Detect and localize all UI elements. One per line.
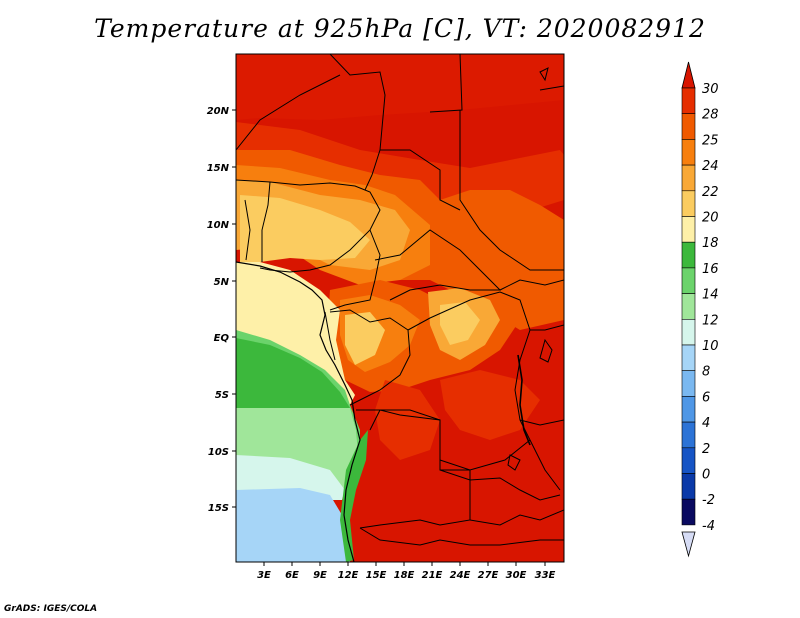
colorbar-label: 4 (702, 416, 710, 431)
colorbar-label: 20 (702, 211, 719, 226)
colorbar-box (681, 370, 696, 397)
colorbar-box (681, 190, 696, 217)
colorbar-top-arrow (681, 61, 696, 89)
lon-label: 3E (257, 570, 271, 581)
temperature-field (236, 54, 564, 562)
colorbar-label: 2 (702, 442, 710, 457)
lat-label: 20N (207, 106, 230, 117)
colorbar-label: 24 (702, 159, 719, 174)
colorbar-label: 0 (702, 468, 710, 483)
map-frame (235, 53, 565, 563)
lat-label: 5S (215, 390, 229, 401)
colorbar-label: 25 (702, 133, 719, 148)
lat-label: 15N (207, 163, 230, 174)
lon-label: 24E (450, 570, 471, 581)
colorbar-box (681, 473, 696, 500)
country-borders (236, 54, 564, 562)
lon-label: 9E (313, 570, 327, 581)
colorbar-box (681, 421, 696, 449)
lon-label: 33E (535, 570, 556, 581)
lon-label: 18E (394, 570, 415, 581)
colorbar-box (681, 216, 696, 243)
colorbar-box (681, 293, 696, 320)
lat-label: 10S (208, 447, 229, 458)
lat-axis: 20N 15N 10N 5N EQ 5S 10S 15S (207, 106, 236, 514)
map-title: Temperature at 925hPa [C], VT: 202008291… (94, 14, 706, 43)
colorbar-box (681, 344, 696, 372)
colorbar-label: 6 (702, 390, 710, 405)
colorbar-box (681, 396, 696, 423)
colorbar-label: 18 (702, 236, 719, 251)
colorbar-box (681, 164, 696, 192)
colorbar-label: -2 (702, 493, 715, 508)
colorbar-label: 12 (702, 313, 719, 328)
colorbar-box (681, 113, 696, 140)
colorbar-label: -4 (702, 519, 715, 534)
colorbar-bottom-arrow (681, 531, 696, 558)
colorbar-label: 30 (702, 82, 719, 97)
lon-label: 21E (422, 570, 443, 581)
lon-label: 30E (506, 570, 527, 581)
colorbar-label: 14 (702, 288, 719, 303)
colorbar-label: 28 (702, 108, 719, 123)
colorbar-label: 22 (702, 185, 719, 200)
lon-axis: 3E 6E 9E 12E 15E 18E 21E 24E 27E 30E 33E (257, 562, 556, 581)
lon-label: 12E (338, 570, 359, 581)
footer-credit: GrADS: IGES/COLA (4, 604, 98, 614)
lat-label: 5N (214, 277, 230, 288)
colorbar-box (681, 241, 696, 269)
colorbar-box (681, 267, 696, 294)
colorbar-label: 16 (702, 262, 719, 277)
colorbar-label: 10 (702, 339, 719, 354)
colorbar-box (681, 498, 696, 526)
colorbar-box (681, 447, 696, 474)
lon-label: 15E (366, 570, 387, 581)
colorbar-box (681, 87, 696, 115)
colorbar-box (681, 318, 696, 346)
lat-label: 10N (207, 220, 230, 231)
colorbar-box (681, 139, 696, 166)
colorbar-label: 8 (702, 365, 710, 380)
lat-label: 15S (208, 503, 229, 514)
lon-label: 6E (285, 570, 299, 581)
lat-label: EQ (214, 333, 230, 344)
lon-label: 27E (478, 570, 499, 581)
